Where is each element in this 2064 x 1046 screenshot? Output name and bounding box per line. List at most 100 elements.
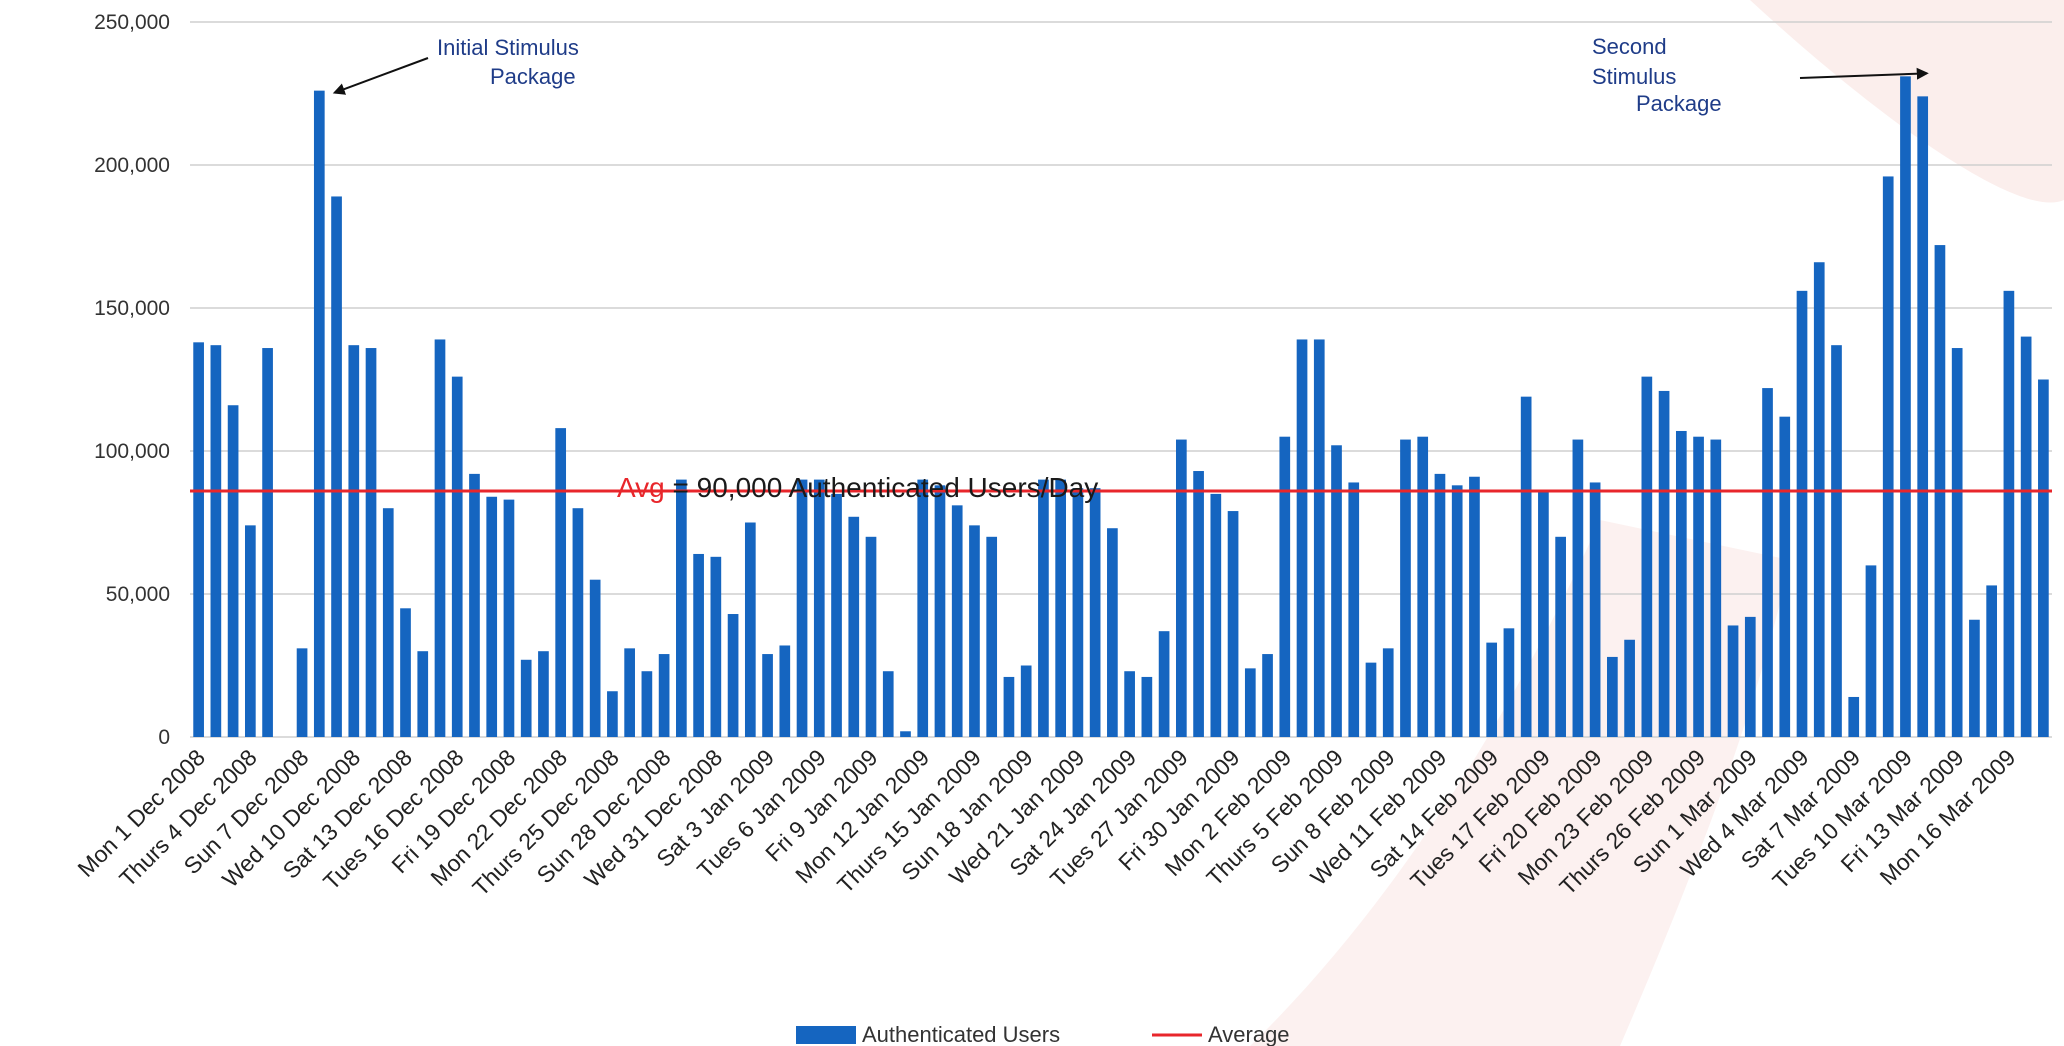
bars-authenticated-users bbox=[193, 76, 2049, 738]
bar bbox=[520, 659, 532, 737]
annotation-second-stimulus: Second bbox=[1592, 34, 1667, 59]
bar bbox=[262, 348, 273, 737]
bar bbox=[969, 525, 980, 737]
bar bbox=[1382, 648, 1394, 737]
annotation-second-stimulus: Stimulus bbox=[1592, 64, 1676, 89]
bar bbox=[1917, 96, 1929, 738]
bar bbox=[848, 516, 860, 737]
bar bbox=[1744, 616, 1756, 737]
legend: Authenticated Users Average bbox=[796, 1022, 1290, 1046]
annotation-arrow-initial bbox=[332, 57, 429, 95]
bar bbox=[538, 651, 549, 737]
bar bbox=[951, 505, 963, 737]
bar bbox=[1331, 445, 1342, 737]
bar bbox=[2038, 379, 2049, 737]
bar bbox=[1710, 439, 1722, 737]
bar bbox=[1451, 485, 1463, 737]
bar bbox=[1434, 473, 1446, 737]
annotation-second-stimulus: Package bbox=[1636, 91, 1722, 116]
bar bbox=[451, 376, 463, 737]
bar bbox=[1124, 671, 1135, 737]
bar bbox=[1572, 439, 1584, 737]
y-tick-label: 50,000 bbox=[106, 583, 170, 606]
y-tick-label: 200,000 bbox=[94, 154, 170, 177]
bar bbox=[1296, 339, 1308, 737]
bar bbox=[1210, 493, 1222, 737]
bar bbox=[1365, 662, 1377, 737]
bar bbox=[469, 473, 480, 737]
bar bbox=[244, 525, 256, 737]
bar bbox=[744, 522, 756, 737]
bar bbox=[1848, 696, 1860, 737]
bar bbox=[986, 536, 998, 737]
bar bbox=[865, 536, 877, 737]
bar bbox=[1486, 642, 1498, 737]
bar bbox=[1107, 528, 1118, 737]
bar bbox=[1089, 488, 1101, 737]
bar bbox=[1520, 396, 1532, 737]
annotation-arrow-second bbox=[1799, 67, 1929, 80]
annotation-initial-stimulus: Package bbox=[490, 64, 576, 89]
average-label-prefix: Avg bbox=[617, 472, 665, 503]
legend-label-average: Average bbox=[1208, 1022, 1290, 1046]
bar bbox=[1624, 639, 1635, 737]
bar bbox=[676, 479, 687, 737]
bar bbox=[1796, 290, 1808, 737]
bar bbox=[1348, 482, 1360, 737]
bar bbox=[1175, 439, 1187, 737]
bar bbox=[624, 648, 635, 737]
y-tick-label: 250,000 bbox=[94, 11, 170, 34]
bar bbox=[1779, 416, 1791, 737]
y-tick-label: 0 bbox=[158, 726, 170, 749]
bar bbox=[762, 654, 773, 737]
bar bbox=[331, 196, 342, 737]
bar bbox=[1193, 471, 1204, 737]
bar bbox=[882, 671, 894, 737]
y-tick-label: 100,000 bbox=[94, 440, 170, 463]
bar bbox=[1986, 585, 1998, 737]
bar bbox=[382, 508, 394, 737]
average-label-rest: = 90,000 Authenticated Users/Day bbox=[665, 472, 1099, 503]
bar bbox=[348, 345, 360, 737]
bar bbox=[313, 90, 325, 737]
annotations: Initial StimulusPackageSecondStimulusPac… bbox=[332, 34, 1929, 116]
bar bbox=[917, 479, 929, 737]
bar bbox=[831, 493, 842, 737]
bar bbox=[503, 499, 515, 737]
bar bbox=[555, 428, 567, 737]
bar bbox=[1865, 565, 1877, 737]
legend-label-authenticated-users: Authenticated Users bbox=[862, 1022, 1060, 1046]
bar bbox=[1882, 176, 1894, 737]
bar bbox=[727, 614, 739, 737]
bar bbox=[1675, 430, 1687, 737]
bar bbox=[1072, 488, 1084, 737]
bar bbox=[1141, 676, 1153, 737]
bar bbox=[607, 691, 618, 737]
bar bbox=[1607, 656, 1618, 737]
bar bbox=[1831, 345, 1842, 737]
bar bbox=[227, 405, 239, 737]
bar bbox=[1693, 436, 1704, 737]
bar bbox=[417, 651, 429, 737]
bar bbox=[1503, 628, 1515, 737]
bar bbox=[813, 479, 825, 737]
y-tick-label: 150,000 bbox=[94, 297, 170, 320]
bar bbox=[365, 348, 377, 737]
bar bbox=[1227, 511, 1239, 737]
bar bbox=[658, 654, 670, 737]
bar bbox=[2003, 290, 2015, 737]
bar bbox=[1813, 262, 1825, 737]
bar bbox=[193, 342, 204, 737]
bar bbox=[2020, 336, 2032, 737]
bar bbox=[796, 479, 808, 737]
bar bbox=[1762, 388, 1773, 737]
bar bbox=[1262, 654, 1273, 737]
average-label: Avg = 90,000 Authenticated Users/Day bbox=[617, 472, 1098, 503]
bar bbox=[693, 553, 704, 737]
bar bbox=[641, 671, 653, 737]
bar bbox=[900, 731, 911, 737]
bar bbox=[1469, 476, 1480, 737]
bar bbox=[1279, 436, 1291, 737]
